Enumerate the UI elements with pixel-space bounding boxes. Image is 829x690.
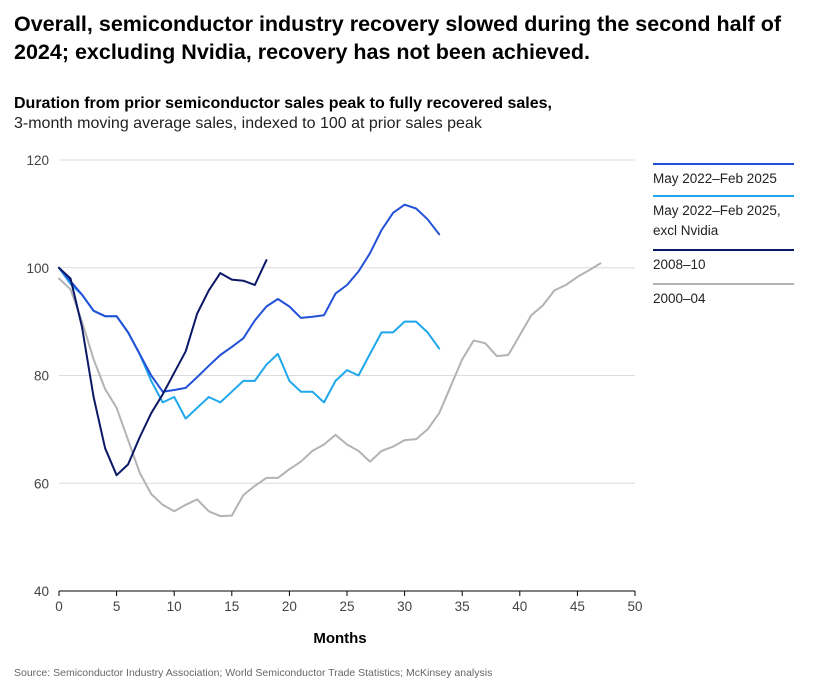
chart-title: Overall, semiconductor industry recovery… [14, 12, 782, 64]
series-line-0 [58, 203, 441, 393]
x-tick-label: 10 [167, 599, 182, 614]
subtitle-normal: 3-month moving average sales, indexed to… [14, 115, 482, 132]
y-tick-label: 40 [34, 584, 49, 599]
x-tick-label: 30 [397, 599, 412, 614]
series-line-3 [58, 262, 602, 518]
legend-label-3: 2000–04 [653, 291, 706, 306]
source-note: Source: Semiconductor Industry Associati… [14, 667, 493, 679]
y-tick-label: 120 [26, 153, 49, 168]
legend-label-0: May 2022–Feb 2025 [653, 171, 777, 186]
x-tick-label: 20 [282, 599, 297, 614]
y-tick-label: 80 [34, 369, 49, 384]
series-line-2 [58, 259, 268, 477]
x-tick-label: 15 [224, 599, 239, 614]
x-tick-label: 0 [55, 599, 63, 614]
legend-label-1: May 2022–Feb 2025, [653, 203, 781, 218]
x-tick-label: 25 [339, 599, 354, 614]
chart-subtitle: Duration from prior semiconductor sales … [14, 94, 814, 134]
axes: 40 60 80 100 120 0 5 10 15 20 25 30 35 40 45 50 [26, 153, 642, 614]
x-tick-label: 45 [570, 599, 585, 614]
x-axis-title: Months [313, 630, 366, 647]
legend-label-1: excl Nvidia [653, 223, 719, 238]
y-tick-label: 60 [34, 476, 49, 491]
legend: May 2022–Feb 2025 May 2022–Feb 2025, excl … [653, 163, 794, 306]
legend-label-2: 2008–10 [653, 257, 706, 272]
y-tick-label: 100 [26, 261, 49, 276]
gridlines [59, 159, 635, 592]
x-tick-label: 50 [627, 599, 642, 614]
series-lines [58, 203, 602, 518]
subtitle-bold: Duration from prior semiconductor sales … [14, 95, 552, 112]
x-tick-label: 5 [113, 599, 121, 614]
x-tick-label: 35 [455, 599, 470, 614]
x-tick-label: 40 [512, 599, 527, 614]
series-line-1 [58, 266, 441, 420]
